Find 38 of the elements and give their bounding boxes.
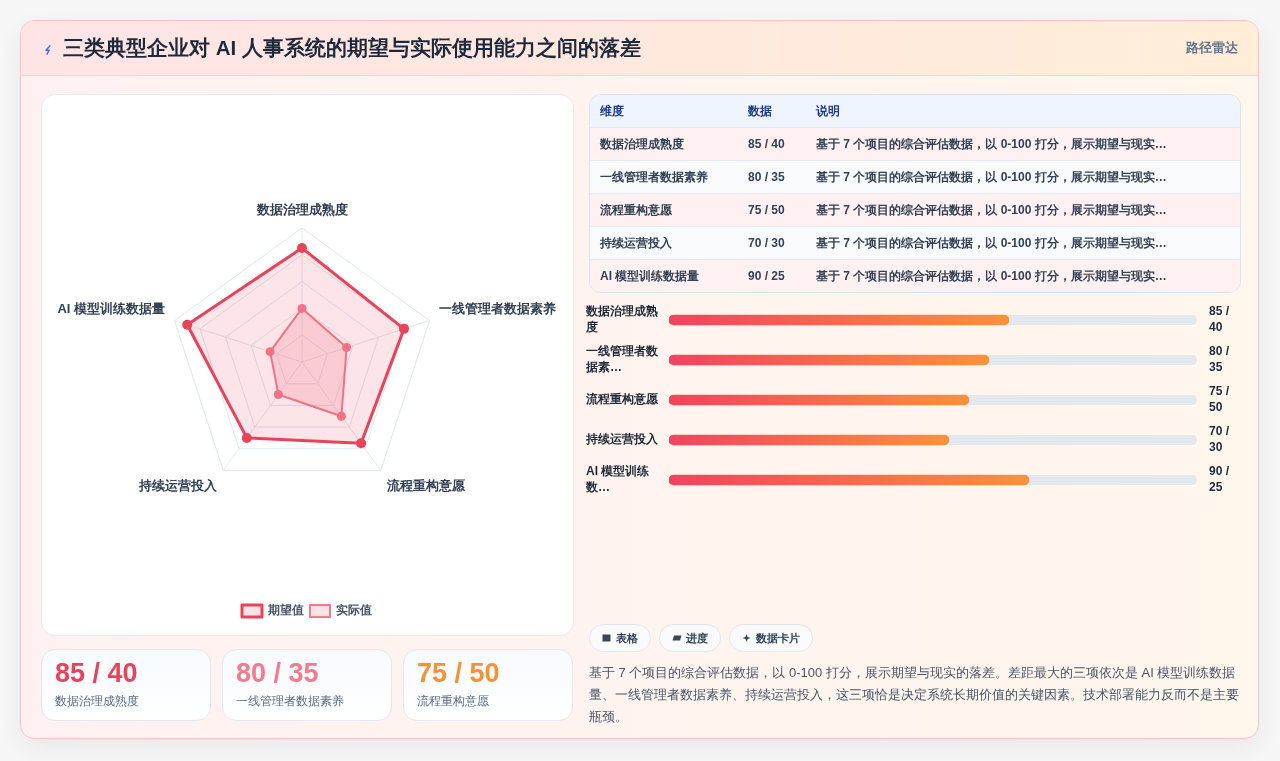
y-tick-label: AI 模型训练数…	[585, 464, 650, 495]
header-row: 维度 数据 说明	[590, 95, 1240, 127]
table-row: 一线管理者数据素养 80 / 35 基于 7 个项目的综合评估数据，以 0-100 打分，展示期望与现实…	[590, 160, 1240, 193]
spoke-label: 数据治理成熟度	[255, 201, 348, 217]
text: 基于 7 个项目的综合评估数据，以 0-100 打分，展示期望与现实的落差。差距最大的三项依次是 AI 模型训练数据量、一线管理者数据素养、持续运营投入，这三项恰是决定系统长期价值的关键因素。技术部署能力反而不是主要瓶颈。	[589, 664, 1240, 726]
y-tick-label: 流程重构意愿	[585, 392, 659, 407]
text: 75 / 50	[417, 658, 500, 689]
spoke-label: 持续运营投入	[138, 477, 219, 493]
tab-button[interactable]: 表格	[589, 624, 651, 652]
data-label: 70 / 30	[1209, 424, 1230, 455]
text: 路径雷达	[1186, 39, 1238, 57]
data-label: 80 / 35	[1209, 344, 1230, 375]
table-row: 持续运营投入 70 / 30 基于 7 个项目的综合评估数据，以 0-100 打分，展示期望与现实…	[590, 226, 1240, 259]
category-label: 数据	[748, 103, 773, 120]
y-tick-label: 一线管理者数据素…	[585, 344, 659, 375]
table-row: 流程重构意愿 75 / 50 基于 7 个项目的综合评估数据，以 0-100 打分，展示期望与现实…	[590, 193, 1240, 226]
table-row: 数据治理成熟度 85 / 40 基于 7 个项目的综合评估数据，以 0-100 打分，展示期望与现实…	[590, 127, 1240, 160]
tab-button[interactable]: 数据卡片	[729, 624, 813, 652]
text: 数据治理成熟度	[55, 693, 139, 710]
legend-label: 期望值	[267, 603, 304, 618]
text: 80 / 35	[236, 658, 319, 689]
text: 85 / 40	[55, 658, 138, 689]
y-tick-label: 数据治理成熟度	[585, 304, 658, 335]
category-label: 说明	[816, 103, 841, 120]
text: 流程重构意愿	[417, 693, 489, 710]
legend-label: 实际值	[336, 603, 372, 618]
table-row: AI 模型训练数据量 90 / 25 基于 7 个项目的综合评估数据，以 0-100 打分，展示期望与现实…	[590, 259, 1240, 292]
text: 一线管理者数据素养	[236, 693, 344, 710]
spoke-label: 流程重构意愿	[385, 477, 466, 493]
y-tick-label: 持续运营投入	[585, 432, 659, 447]
data-label: 75 / 50	[1209, 384, 1230, 415]
tab-button[interactable]: 进度	[659, 624, 721, 652]
spoke-label: 一线管理者数据素养	[439, 301, 556, 317]
text: 三类典型企业对 AI 人事系统的期望与实际使用能力之间的落差	[63, 35, 641, 61]
data-label: 90 / 25	[1209, 464, 1230, 495]
spoke-label: AI 模型训练数据量	[57, 301, 165, 317]
data-label: 85 / 40	[1209, 304, 1230, 335]
category-label: 维度	[600, 103, 625, 120]
